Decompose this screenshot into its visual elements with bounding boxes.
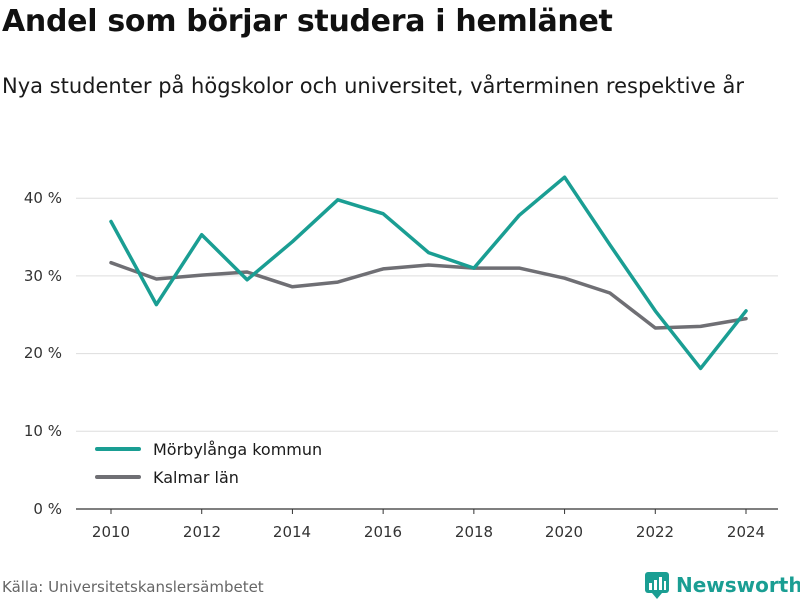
legend: Mörbylånga kommun Kalmar län bbox=[95, 440, 322, 487]
series-lines bbox=[109, 175, 748, 371]
x-tick-label: 2012 bbox=[183, 523, 221, 541]
x-tick-label: 2014 bbox=[273, 523, 311, 541]
legend-label-morbylanga: Mörbylånga kommun bbox=[153, 440, 322, 459]
brand[interactable]: Newsworthy bbox=[644, 570, 800, 600]
chart-title: Andel som börjar studera i hemlänet bbox=[2, 4, 613, 39]
y-tick-label: 40 % bbox=[24, 189, 62, 207]
legend-label-kalmar: Kalmar län bbox=[153, 468, 239, 487]
grid-lines bbox=[76, 197, 778, 514]
x-tick-label: 2022 bbox=[636, 523, 674, 541]
x-tick-label: 2024 bbox=[727, 523, 765, 541]
y-tick-label: 30 % bbox=[24, 267, 62, 285]
x-tick-label: 2020 bbox=[545, 523, 583, 541]
chart-subtitle: Nya studenter på högskolor och universit… bbox=[2, 74, 744, 98]
newsworthy-logo-icon bbox=[644, 570, 670, 600]
x-axis-ticks: 2010 2012 2014 2016 2018 2020 2022 2024 bbox=[92, 523, 765, 541]
x-tick-label: 2010 bbox=[92, 523, 130, 541]
y-axis-ticks: 0 % 10 % 20 % 30 % 40 % bbox=[24, 189, 62, 518]
series-line-kalmar bbox=[109, 260, 748, 330]
x-tick-label: 2016 bbox=[364, 523, 402, 541]
brand-name: Newsworthy bbox=[676, 573, 800, 597]
series-line-morbylanga bbox=[109, 175, 748, 371]
source-note: Källa: Universitetskanslersämbetet bbox=[2, 578, 264, 596]
y-tick-label: 10 % bbox=[24, 422, 62, 440]
y-tick-label: 20 % bbox=[24, 344, 62, 362]
x-tick-label: 2018 bbox=[455, 523, 493, 541]
y-tick-label: 0 % bbox=[33, 500, 62, 518]
